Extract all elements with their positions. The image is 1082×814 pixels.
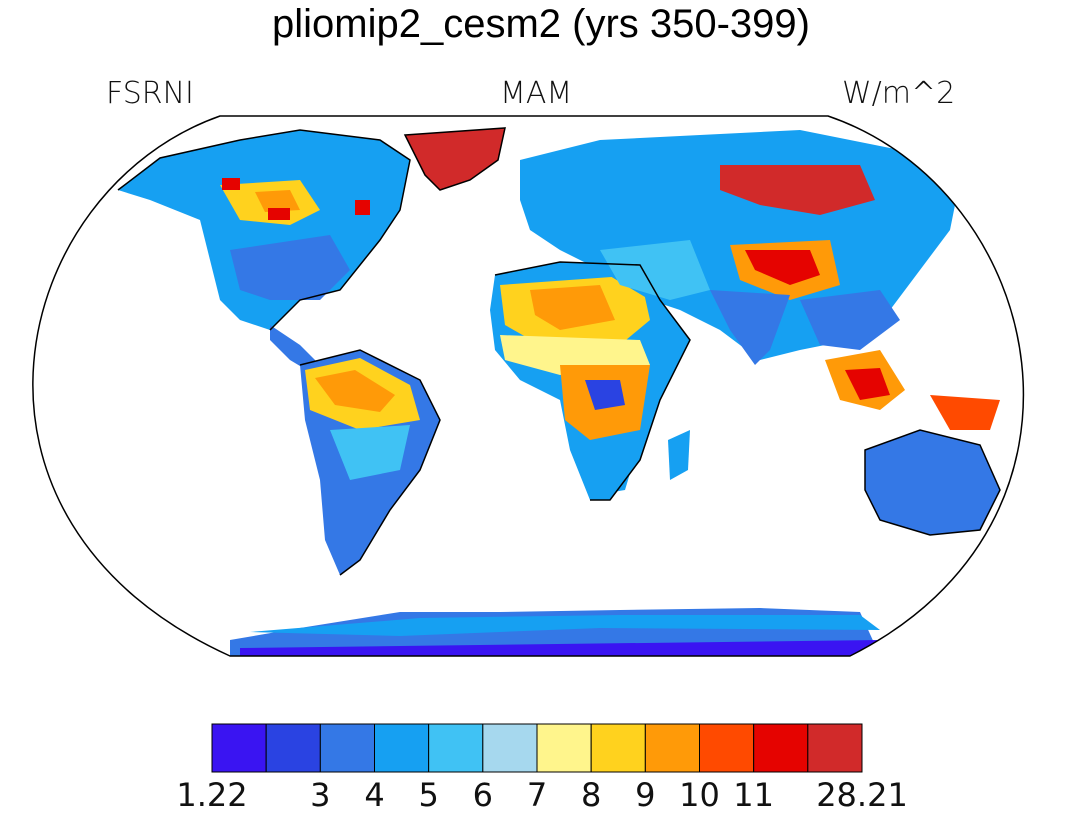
colorbar-tick-label: 10 (679, 776, 720, 814)
globe-outline (32, 115, 1024, 657)
canada-red-1 (222, 178, 240, 190)
canada-red-2 (268, 208, 290, 220)
units-label: W/m^2 (842, 76, 956, 111)
greenland (405, 128, 505, 190)
colorbar-swatch (699, 723, 755, 773)
colorbar-tick-label: 28.21 (816, 776, 908, 814)
colorbar-tick-label: 1.22 (176, 776, 248, 814)
colorbar-swatch (265, 723, 321, 773)
map-title: pliomip2_cesm2 (yrs 350-399) (271, 2, 810, 46)
congo-basin (585, 380, 625, 410)
colorbar-tick-label: 4 (364, 776, 385, 814)
india (710, 290, 790, 365)
coastlines (117, 127, 1001, 576)
colorbar-swatch (753, 723, 809, 773)
canada-red-3 (355, 200, 370, 215)
land-fields (118, 128, 1024, 656)
colorbar-swatch (536, 723, 592, 773)
season-label: MAM (500, 76, 573, 111)
antarctica-coast (250, 615, 880, 636)
variable-label: FSRNI (106, 76, 194, 111)
sahara-core (530, 285, 615, 330)
australia (865, 430, 1000, 535)
colorbar-swatch (211, 723, 267, 773)
colorbar-tick-label: 9 (635, 776, 656, 814)
south-america-mid (330, 425, 410, 480)
colorbar (211, 723, 863, 773)
north-america-east (230, 235, 350, 300)
colorbar-tick-label: 6 (472, 776, 494, 814)
canada-hotspot-core (255, 190, 300, 212)
new-guinea (930, 395, 1000, 430)
southeast-asia (800, 290, 900, 350)
colorbar-swatch (590, 723, 646, 773)
tibet-core (745, 250, 820, 285)
amazon-core (315, 370, 395, 412)
colorbar-tick-label: 3 (310, 776, 331, 814)
antarctica-interior (240, 640, 880, 656)
madagascar (668, 430, 690, 480)
colorbar-tick-label: 7 (526, 776, 548, 814)
colorbar-swatch (319, 723, 376, 773)
indonesia-core (845, 368, 890, 400)
new-zealand (1000, 515, 1024, 555)
colorbar-swatch (428, 723, 484, 773)
mideast (600, 240, 710, 300)
colorbar-tick-label: 8 (580, 776, 602, 814)
colorbar-swatch (807, 723, 863, 773)
colorbar-tick-label: 5 (418, 776, 439, 814)
colorbar-swatch (374, 723, 430, 773)
colorbar-swatch (482, 723, 538, 773)
central-america (270, 325, 320, 372)
north-america-landmass (118, 130, 410, 330)
colorbar-tick-label: 11 (733, 776, 775, 814)
colorbar-swatch (644, 723, 700, 773)
siberia-hotspot (720, 165, 875, 215)
